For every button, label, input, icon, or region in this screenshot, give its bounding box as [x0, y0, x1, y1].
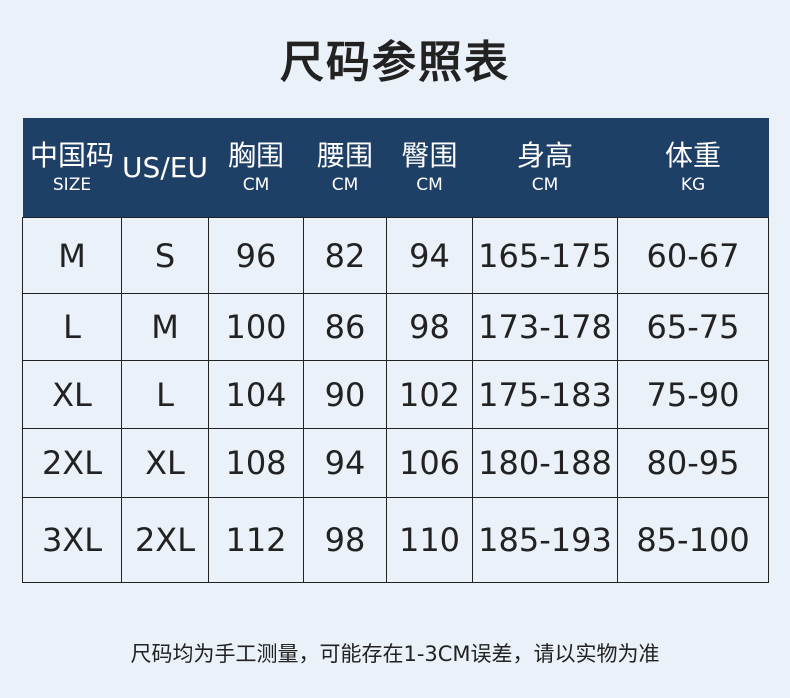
cell-us-eu: M [121, 293, 209, 361]
table-body: M S 96 82 94 165-175 60-67 L M 100 86 98 173-178 65-7… [22, 217, 769, 583]
header-unit: CM [242, 174, 270, 195]
cell-chest: 112 [208, 497, 304, 583]
header-height: 身高 CM [472, 118, 618, 218]
table-row: L M 100 86 98 173-178 65-75 [22, 293, 769, 361]
cell-us-eu: XL [121, 428, 209, 498]
cell-waist: 86 [303, 293, 387, 361]
cell-hip: 102 [386, 360, 473, 429]
header-label: 中国码 [29, 138, 114, 172]
header-label: 臀围 [401, 138, 458, 172]
cell-weight: 65-75 [617, 293, 769, 361]
header-unit: CM [416, 174, 443, 195]
header-unit: KG [680, 174, 706, 195]
cell-us-eu: L [121, 360, 209, 429]
cell-chest: 108 [208, 428, 304, 498]
header-unit: SIZE [52, 174, 92, 195]
cell-us-eu: S [121, 217, 209, 294]
size-chart-table: 中国码 SIZE US/EU 胸围 CM 腰围 CM 臀围 CM 身高 CM 体重 KG M S 96 82 9… [22, 118, 769, 583]
cell-cn-size: 2XL [22, 428, 122, 498]
cell-cn-size: M [22, 217, 122, 294]
header-label: 体重 [664, 138, 721, 172]
header-unit: CM [331, 174, 359, 195]
measurement-note: 尺码均为手工测量，可能存在1-3CM误差，请以实物为准 [130, 642, 660, 666]
cell-cn-size: 3XL [22, 497, 122, 583]
header-row: 中国码 SIZE US/EU 胸围 CM 腰围 CM 臀围 CM 身高 CM 体重 KG [22, 118, 769, 218]
cell-height: 180-188 [472, 428, 618, 498]
table-row: 3XL 2XL 112 98 110 185-193 85-100 [22, 497, 769, 583]
header-label: US/EU [122, 150, 208, 184]
cell-chest: 96 [208, 217, 304, 294]
table-row: 2XL XL 108 94 106 180-188 80-95 [22, 428, 769, 498]
cell-us-eu: 2XL [121, 497, 209, 583]
cell-weight: 60-67 [617, 217, 769, 294]
cell-weight: 85-100 [617, 497, 769, 583]
table-row: XL L 104 90 102 175-183 75-90 [22, 360, 769, 429]
cell-height: 165-175 [472, 217, 618, 294]
cell-cn-size: XL [22, 360, 122, 429]
header-us-eu: US/EU [121, 118, 209, 218]
cell-waist: 98 [303, 497, 387, 583]
cell-waist: 90 [303, 360, 387, 429]
cell-hip: 110 [386, 497, 473, 583]
cell-hip: 106 [386, 428, 473, 498]
header-label: 腰围 [316, 138, 373, 172]
table-row: M S 96 82 94 165-175 60-67 [22, 217, 769, 294]
header-label: 胸围 [227, 138, 284, 172]
header-label: 身高 [516, 138, 573, 172]
header-cn-size: 中国码 SIZE [22, 118, 122, 218]
cell-chest: 100 [208, 293, 304, 361]
page-title: 尺码参照表 [280, 37, 510, 88]
header-weight: 体重 KG [617, 118, 769, 218]
cell-chest: 104 [208, 360, 304, 429]
cell-height: 185-193 [472, 497, 618, 583]
cell-cn-size: L [22, 293, 122, 361]
cell-waist: 82 [303, 217, 387, 294]
cell-weight: 80-95 [617, 428, 769, 498]
cell-height: 173-178 [472, 293, 618, 361]
cell-hip: 94 [386, 217, 473, 294]
header-chest: 胸围 CM [208, 118, 304, 218]
header-unit: CM [531, 174, 559, 195]
cell-waist: 94 [303, 428, 387, 498]
header-waist: 腰围 CM [303, 118, 387, 218]
cell-weight: 75-90 [617, 360, 769, 429]
header-hip: 臀围 CM [386, 118, 473, 218]
cell-hip: 98 [386, 293, 473, 361]
cell-height: 175-183 [472, 360, 618, 429]
